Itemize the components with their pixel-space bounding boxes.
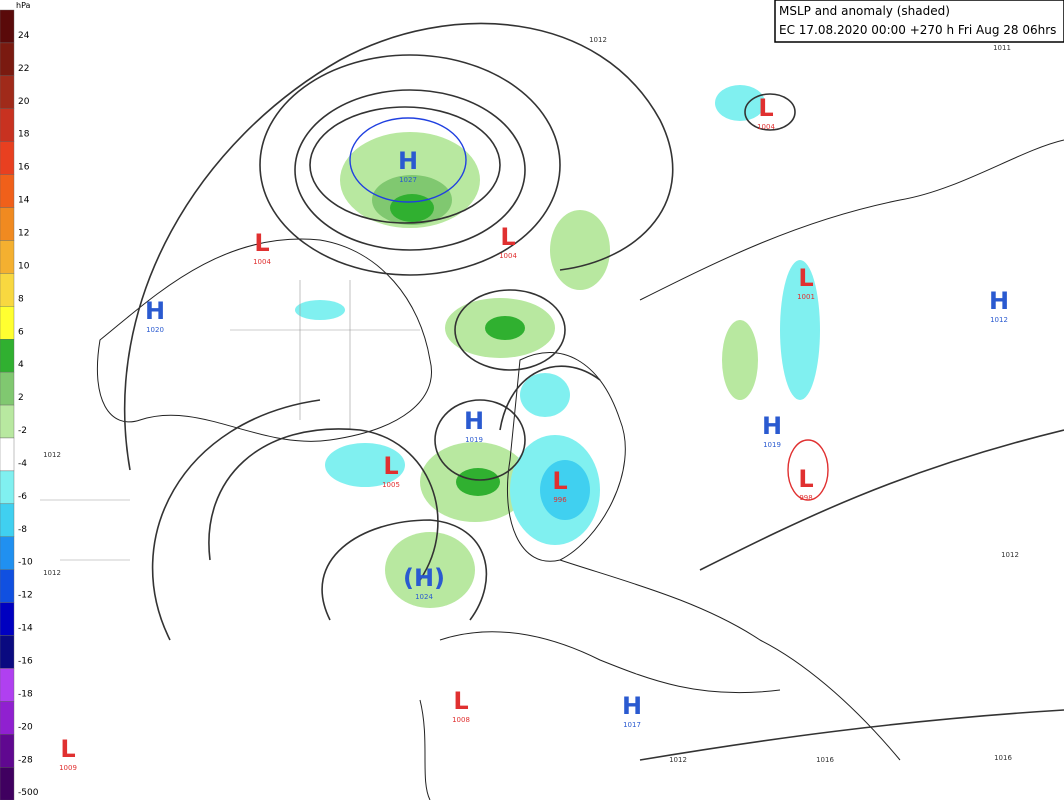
colorbar-label: 4 bbox=[18, 360, 24, 370]
colorbar-label: -18 bbox=[18, 689, 33, 699]
colorbar-label: -20 bbox=[18, 722, 33, 732]
system-letter: L bbox=[500, 223, 515, 251]
colorbar-unit: hPa bbox=[16, 1, 31, 10]
colorbar-swatch bbox=[0, 371, 15, 406]
system-pressure: 1005 bbox=[382, 481, 400, 489]
colorbar-label: -12 bbox=[18, 591, 33, 601]
colorbar-label: 10 bbox=[18, 261, 30, 271]
colorbar-swatch bbox=[0, 273, 15, 307]
isobar-label: 1016 bbox=[816, 756, 834, 764]
colorbar-swatch bbox=[0, 668, 15, 702]
colorbar-label: 2 bbox=[18, 393, 24, 403]
colorbar-label: -28 bbox=[18, 755, 33, 765]
colorbar-swatch bbox=[0, 404, 15, 439]
system-pressure: 1004 bbox=[499, 252, 517, 260]
colorbar-label: 20 bbox=[18, 97, 30, 107]
isobar-label: 1012 bbox=[669, 756, 687, 764]
system-letter: (H) bbox=[403, 564, 445, 592]
colorbar-label: 14 bbox=[18, 196, 30, 206]
system-letter: H bbox=[762, 412, 782, 440]
colorbar-swatch bbox=[0, 207, 15, 241]
isobar-label: 1012 bbox=[43, 451, 61, 459]
system-letter: L bbox=[552, 467, 567, 495]
system-pressure: 1008 bbox=[452, 716, 470, 724]
system-pressure: 998 bbox=[799, 494, 812, 502]
colorbar-swatch bbox=[0, 240, 15, 274]
system-pressure: 1027 bbox=[399, 176, 417, 184]
system-letter: L bbox=[758, 94, 773, 122]
colorbar-swatch bbox=[0, 174, 15, 208]
colorbar-swatch bbox=[0, 767, 15, 800]
system-letter: L bbox=[798, 264, 813, 292]
system-pressure: 1004 bbox=[253, 258, 271, 266]
colorbar-label: 8 bbox=[18, 294, 24, 304]
system-letter: L bbox=[383, 452, 398, 480]
colorbar-swatch bbox=[0, 734, 15, 768]
colorbar-label: 12 bbox=[18, 229, 29, 239]
isobar-label: 1012 bbox=[43, 569, 61, 577]
colorbar: hPa 24 22 20 18 16 14 12 10 8 6 4 2 -2 -4 -6 -8 -10 -12 -14… bbox=[0, 1, 39, 800]
system-letter: H bbox=[398, 147, 418, 175]
system-pressure: 1004 bbox=[757, 123, 775, 131]
coastlines bbox=[40, 139, 1064, 800]
colorbar-label: 6 bbox=[18, 327, 24, 337]
colorbar-swatch bbox=[0, 635, 15, 669]
isobar-label: 1016 bbox=[994, 754, 1012, 762]
colorbar-label: 22 bbox=[18, 64, 29, 74]
isobars bbox=[123, 22, 1064, 761]
colorbar-label: -6 bbox=[18, 492, 27, 502]
system-pressure: 1012 bbox=[990, 316, 1008, 324]
system-pressure: 1019 bbox=[465, 436, 483, 444]
colorbar-swatch bbox=[0, 75, 15, 109]
colorbar-swatch bbox=[0, 42, 15, 77]
isobar-label: 1012 bbox=[589, 36, 607, 44]
system-pressure: 996 bbox=[553, 496, 567, 504]
colorbar-swatch bbox=[0, 602, 15, 636]
system-letter: H bbox=[145, 297, 165, 325]
colorbar-label: -2 bbox=[18, 426, 27, 436]
system-letter: L bbox=[254, 229, 269, 257]
colorbar-swatch bbox=[0, 306, 15, 340]
system-pressure: 1020 bbox=[146, 326, 164, 334]
isobar-label: 1011 bbox=[993, 44, 1011, 52]
system-letter: H bbox=[989, 287, 1009, 315]
colorbar-swatch bbox=[0, 536, 15, 570]
colorbar-swatch bbox=[0, 701, 15, 735]
colorbar-swatch bbox=[0, 503, 15, 537]
colorbar-label: -500 bbox=[18, 788, 39, 798]
anomaly-shading bbox=[295, 85, 820, 608]
isobar-label: 1012 bbox=[1001, 551, 1019, 559]
map-title: MSLP and anomaly (shaded) bbox=[779, 4, 950, 18]
system-pressure: 1017 bbox=[623, 721, 641, 729]
system-letter: L bbox=[798, 465, 813, 493]
colorbar-swatch bbox=[0, 141, 15, 175]
map-subtitle: EC 17.08.2020 00:00 +270 h Fri Aug 28 06… bbox=[779, 23, 1056, 37]
system-letter: L bbox=[60, 735, 75, 763]
system-letter: L bbox=[453, 687, 468, 715]
colorbar-label: -14 bbox=[18, 624, 33, 634]
colorbar-swatch bbox=[0, 339, 15, 373]
colorbar-swatch bbox=[0, 470, 15, 505]
colorbar-swatch bbox=[0, 569, 15, 603]
system-letter: H bbox=[622, 692, 642, 720]
colorbar-label: -8 bbox=[18, 525, 27, 535]
title-box bbox=[774, 0, 1064, 43]
colorbar-swatch bbox=[0, 9, 15, 44]
system-pressure: 1001 bbox=[797, 293, 815, 301]
system-pressure: 1009 bbox=[59, 764, 77, 772]
colorbar-label: 16 bbox=[18, 163, 30, 173]
colorbar-label: 24 bbox=[18, 31, 30, 41]
colorbar-swatch bbox=[0, 437, 15, 472]
colorbar-label: -4 bbox=[18, 459, 27, 469]
colorbar-label: 18 bbox=[18, 130, 30, 140]
colorbar-swatch bbox=[0, 108, 15, 142]
colorbar-label: -16 bbox=[18, 656, 33, 666]
system-letter: H bbox=[464, 407, 484, 435]
system-pressure: 1024 bbox=[415, 593, 433, 601]
system-pressure: 1019 bbox=[763, 441, 781, 449]
colorbar-label: -10 bbox=[18, 558, 33, 568]
